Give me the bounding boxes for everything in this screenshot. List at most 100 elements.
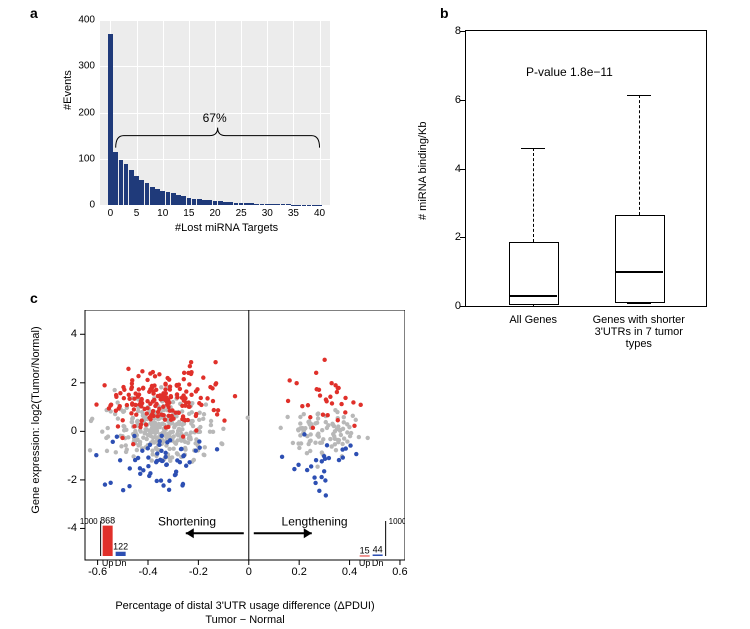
ytick-label: 4 [441, 163, 461, 175]
xtick-label: -0.2 [183, 566, 213, 578]
scatter-point [150, 448, 154, 452]
scatter-point [180, 404, 184, 408]
scatter-point [124, 443, 128, 447]
xtick-label: -0.6 [83, 566, 113, 578]
scatter-point [302, 412, 306, 416]
whisker-cap [627, 95, 651, 96]
scatter-point [155, 424, 159, 428]
panel-a-histogram: 0100200300400051015202530354067% #Lost m… [60, 20, 350, 240]
scatter-point [138, 442, 142, 446]
svg-text:Shortening: Shortening [158, 514, 216, 528]
scatter-point [324, 493, 328, 497]
scatter-point [150, 439, 154, 443]
scatter-point [333, 383, 337, 387]
xtick-label: 0.4 [335, 566, 365, 578]
scatter-point [315, 465, 319, 469]
scatter-point [102, 383, 106, 387]
scatter-point [322, 469, 326, 473]
scatter-point [157, 372, 161, 376]
scatter-point [314, 458, 318, 462]
scatter-point [311, 426, 315, 430]
scatter-point [308, 415, 312, 419]
scatter-point [126, 367, 130, 371]
scatter-point [246, 416, 250, 420]
scatter-point [132, 424, 136, 428]
scatter-point [212, 408, 216, 412]
panel-c-sublabel: Tumor − Normal [85, 614, 405, 626]
scatter-point [215, 447, 219, 451]
scatter-point [191, 424, 195, 428]
scatter-point [163, 417, 167, 421]
panel-b-plot-area: 02468P-value 1.8e−11All GenesGenes with … [465, 30, 707, 307]
scatter-point [323, 478, 327, 482]
scatter-point [338, 428, 342, 432]
scatter-point [181, 482, 185, 486]
whisker-cap [521, 148, 545, 149]
scatter-point [160, 459, 164, 463]
scatter-point [324, 399, 328, 403]
scatter-point [142, 407, 146, 411]
scatter-point [182, 371, 186, 375]
scatter-point [158, 439, 162, 443]
panel-c-xlabel: Percentage of distal 3'UTR usage differe… [85, 600, 405, 612]
scatter-point [175, 395, 179, 399]
scatter-point [122, 388, 126, 392]
scatter-point [151, 435, 155, 439]
scatter-point [130, 420, 134, 424]
svg-text:Dn: Dn [372, 558, 384, 568]
scatter-point [319, 475, 323, 479]
scatter-point [335, 390, 339, 394]
grid-h [100, 205, 330, 206]
scatter-point [173, 423, 177, 427]
scatter-point [325, 443, 329, 447]
scatter-point [343, 410, 347, 414]
scatter-point [184, 389, 188, 393]
svg-text:1000: 1000 [389, 517, 405, 526]
scatter-point [208, 430, 212, 434]
scatter-point [313, 441, 317, 445]
scatter-point [354, 418, 358, 422]
scatter-point [340, 447, 344, 451]
box-rect [615, 215, 665, 303]
scatter-point [285, 415, 289, 419]
scatter-point [146, 455, 150, 459]
scatter-point [197, 445, 201, 449]
xtick-label: 25 [234, 208, 248, 219]
scatter-point [168, 430, 172, 434]
scatter-point [148, 402, 152, 406]
scatter-point [150, 458, 154, 462]
scatter-point [197, 401, 201, 405]
scatter-point [320, 428, 324, 432]
scatter-point [139, 397, 143, 401]
scatter-point [134, 412, 138, 416]
scatter-point [133, 391, 137, 395]
scatter-point [197, 418, 201, 422]
xtick-label: 0.2 [284, 566, 314, 578]
scatter-point [114, 395, 118, 399]
scatter-point [337, 458, 341, 462]
scatter-point [175, 384, 179, 388]
xtick-label: 40 [313, 208, 327, 219]
scatter-point [351, 414, 355, 418]
scatter-point [316, 432, 320, 436]
panel-b-ylabel: # miRNA binding/Kb [417, 122, 429, 220]
scatter-point [163, 387, 167, 391]
scatter-point [343, 396, 347, 400]
scatter-point [106, 434, 110, 438]
scatter-point [163, 451, 167, 455]
scatter-point [164, 463, 168, 467]
scatter-point [292, 467, 296, 471]
scatter-point [140, 369, 144, 373]
scatter-point [219, 441, 223, 445]
scatter-point [326, 423, 330, 427]
scatter-point [155, 479, 159, 483]
scatter-point [336, 438, 340, 442]
scatter-point [127, 484, 131, 488]
scatter-point [186, 441, 190, 445]
svg-text:Dn: Dn [115, 558, 127, 568]
scatter-point [147, 429, 151, 433]
ytick-label: 0 [441, 300, 461, 312]
scatter-point [197, 439, 201, 443]
scatter-point [305, 468, 309, 472]
scatter-point [161, 483, 165, 487]
